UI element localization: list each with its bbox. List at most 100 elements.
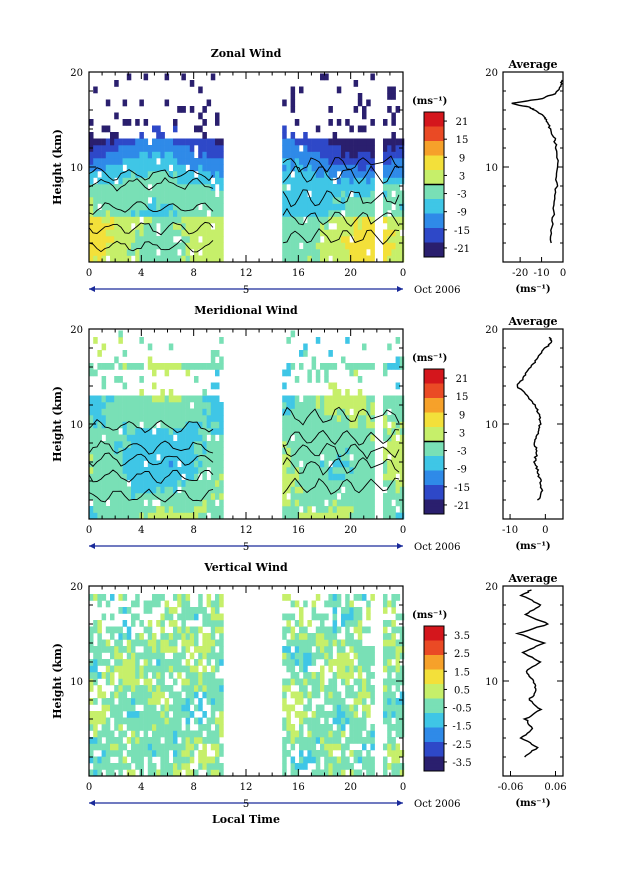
heatmap-cell bbox=[97, 151, 102, 159]
heatmap-cell bbox=[328, 480, 333, 487]
heatmap-cell bbox=[370, 151, 375, 159]
heatmap-cell bbox=[282, 382, 287, 390]
heatmap-cell bbox=[210, 613, 216, 621]
heatmap-cell bbox=[311, 363, 317, 370]
heatmap-cell bbox=[357, 467, 363, 474]
heatmap-cell bbox=[353, 203, 359, 211]
heatmap-cell bbox=[105, 646, 111, 653]
heatmap-cell bbox=[387, 93, 392, 100]
heatmap-cell bbox=[89, 441, 94, 448]
heatmap-cell bbox=[139, 460, 144, 468]
heatmap-cell bbox=[202, 236, 207, 243]
heatmap-cell bbox=[332, 421, 338, 429]
heatmap-cell bbox=[320, 665, 325, 673]
heatmap-cell bbox=[307, 698, 312, 705]
heatmap-cell bbox=[303, 652, 308, 660]
heatmap-cell bbox=[219, 363, 224, 370]
colorbar-swatch bbox=[424, 760, 444, 765]
heatmap-cell bbox=[391, 229, 396, 237]
heatmap-cell bbox=[366, 499, 371, 507]
heatmap-cell bbox=[206, 717, 212, 725]
heatmap-cell bbox=[189, 639, 195, 647]
colorbar-swatch bbox=[424, 191, 444, 196]
heatmap-cell bbox=[147, 704, 153, 712]
heatmap-cell bbox=[97, 600, 102, 608]
heatmap-cell bbox=[349, 639, 354, 647]
heatmap-cell bbox=[215, 210, 220, 217]
heatmap-cell bbox=[336, 659, 342, 666]
heatmap-cell bbox=[303, 659, 308, 666]
colorbar-tick-label: 15 bbox=[456, 392, 469, 403]
heatmap-cell bbox=[324, 698, 329, 705]
heatmap-cell bbox=[399, 691, 405, 699]
heatmap-cell bbox=[299, 659, 304, 666]
heatmap-cell bbox=[328, 171, 333, 178]
heatmap-cell bbox=[366, 626, 371, 634]
heatmap-cell bbox=[395, 255, 401, 263]
heatmap-cell bbox=[324, 685, 329, 692]
heatmap-cell bbox=[366, 607, 371, 614]
heatmap-cell bbox=[126, 255, 132, 263]
heatmap-cell bbox=[122, 441, 128, 448]
average-y-tick-label: 20 bbox=[485, 582, 498, 593]
heatmap-cell bbox=[282, 447, 287, 455]
heatmap-cell bbox=[324, 454, 329, 461]
heatmap-cell bbox=[299, 415, 304, 422]
heatmap-cell bbox=[324, 639, 329, 647]
heatmap-cell bbox=[189, 363, 195, 370]
heatmap-cell bbox=[332, 151, 338, 159]
heatmap-cell bbox=[181, 145, 186, 152]
heatmap-cell bbox=[399, 255, 405, 263]
heatmap-cell bbox=[383, 119, 388, 126]
colorbar-tick-label: 2.5 bbox=[454, 649, 470, 660]
heatmap-cell bbox=[164, 395, 170, 403]
heatmap-cell bbox=[122, 659, 128, 666]
heatmap-cell bbox=[143, 467, 149, 474]
heatmap-cell bbox=[168, 512, 174, 520]
heatmap-cell bbox=[181, 756, 186, 764]
heatmap-cell bbox=[194, 223, 199, 230]
contour-line bbox=[282, 165, 400, 185]
heatmap-cell bbox=[215, 594, 220, 601]
heatmap-cell bbox=[206, 223, 212, 230]
heatmap-cell bbox=[126, 158, 132, 165]
heatmap-cell bbox=[395, 717, 401, 725]
heatmap-cell bbox=[341, 164, 346, 172]
heatmap-cell bbox=[135, 242, 140, 250]
heatmap-cell bbox=[219, 620, 224, 627]
heatmap-cell bbox=[89, 743, 94, 751]
heatmap-cell bbox=[131, 421, 136, 429]
heatmap-cell bbox=[152, 184, 157, 191]
heatmap-cell bbox=[206, 672, 212, 679]
heatmap-cell bbox=[303, 395, 308, 403]
heatmap-cell bbox=[135, 594, 140, 601]
heatmap-cell bbox=[147, 639, 153, 647]
heatmap-cell bbox=[286, 434, 291, 442]
colorbar-swatch bbox=[424, 669, 444, 674]
heatmap-cell bbox=[311, 769, 317, 777]
heatmap-cell bbox=[290, 665, 296, 673]
heatmap-cell bbox=[219, 164, 224, 172]
heatmap-cell bbox=[97, 756, 102, 764]
heatmap-cell bbox=[315, 512, 321, 520]
colorbar-swatch bbox=[424, 470, 444, 475]
heatmap-cell bbox=[114, 512, 119, 520]
heatmap-cell bbox=[202, 408, 207, 416]
heatmap-cell bbox=[105, 151, 111, 159]
colorbar-swatch bbox=[424, 655, 444, 660]
heatmap-cell bbox=[286, 685, 291, 692]
heatmap-cell bbox=[215, 382, 220, 390]
heatmap-cell bbox=[126, 769, 132, 777]
heatmap-cell bbox=[152, 480, 157, 487]
heatmap-cell bbox=[307, 737, 312, 744]
heatmap-cell bbox=[349, 255, 354, 263]
heatmap-cell bbox=[370, 691, 375, 699]
heatmap-cell bbox=[362, 724, 367, 731]
heatmap-cell bbox=[135, 402, 140, 409]
heatmap-cell bbox=[93, 737, 98, 744]
heatmap-cell bbox=[391, 737, 396, 744]
heatmap-cell bbox=[362, 737, 367, 744]
heatmap-cell bbox=[206, 236, 212, 243]
heatmap-cell bbox=[143, 408, 149, 416]
heatmap-cell bbox=[399, 395, 405, 403]
